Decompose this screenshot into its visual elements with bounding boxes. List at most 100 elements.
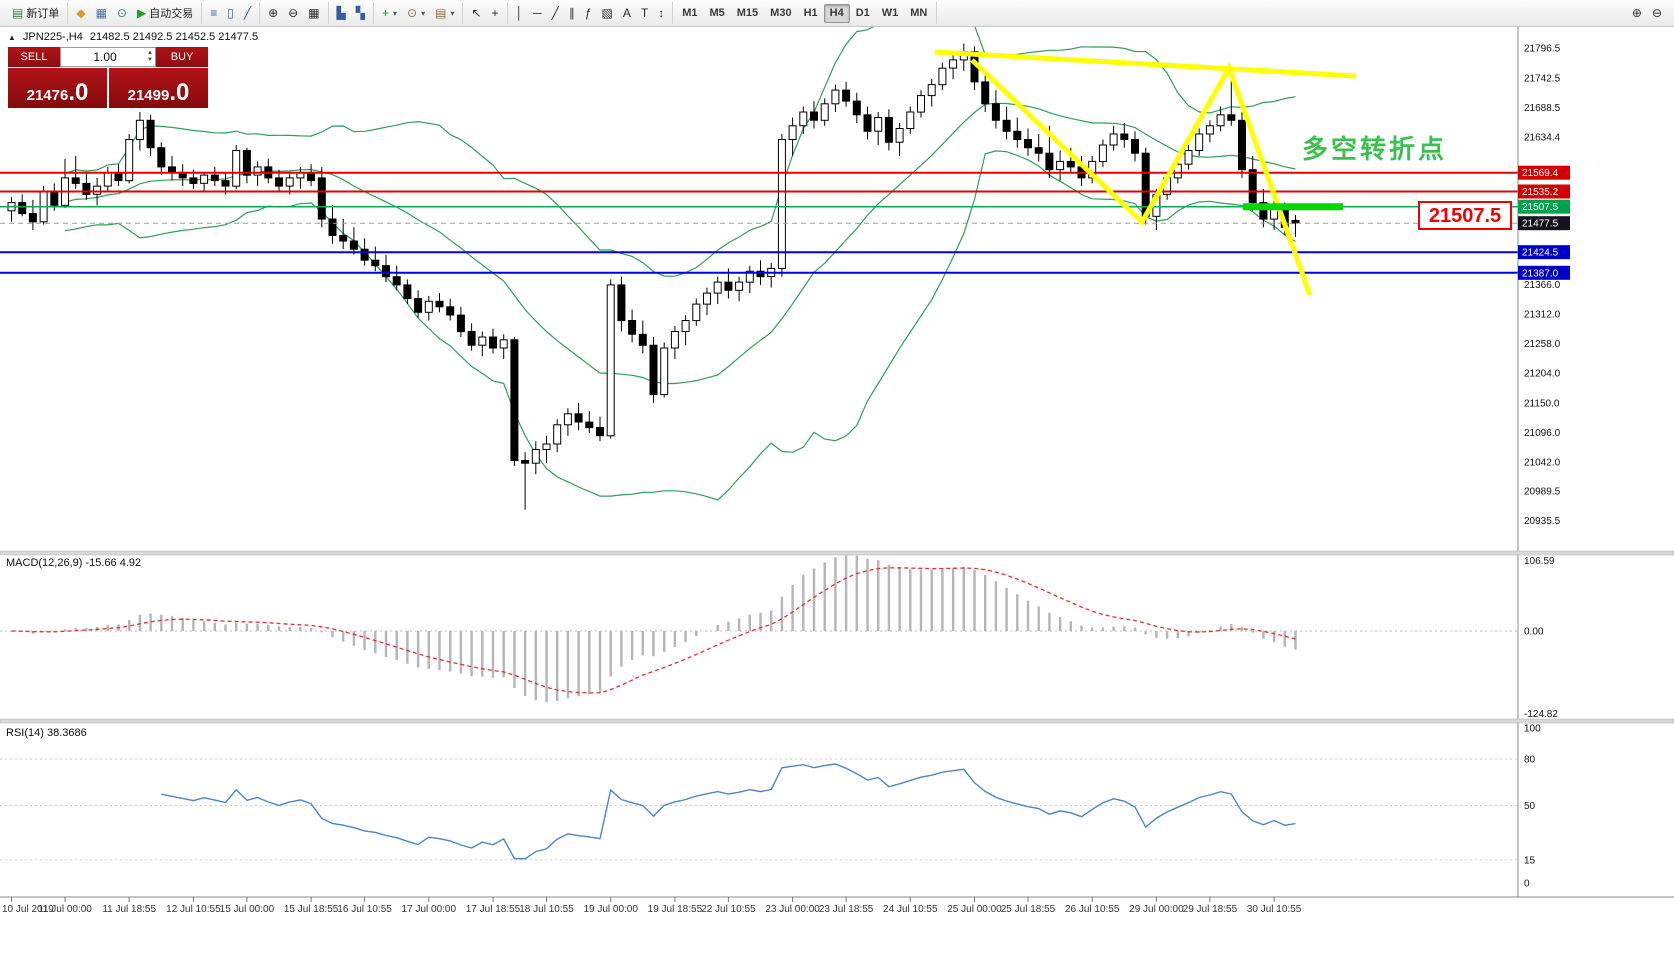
- channel-icon-glyph: ∥: [568, 6, 575, 20]
- zoom-out-icon[interactable]: ⊖: [283, 4, 303, 23]
- metaeditor-icon[interactable]: ◆: [71, 4, 90, 23]
- timeframe-d1[interactable]: D1: [850, 4, 876, 23]
- text-icon-glyph: A: [622, 6, 631, 20]
- macd-histogram-bar: [780, 596, 784, 631]
- volume-value[interactable]: 1.00: [93, 50, 117, 64]
- bollinger-upper-band: [64, 27, 1296, 277]
- volume-spinner[interactable]: ▲ ▼: [147, 50, 153, 63]
- magnifier-minus-icon[interactable]: ⊖: [1647, 4, 1667, 23]
- macd-histogram-bar: [994, 581, 998, 631]
- time-tick-label: 19 Jul 00:00: [583, 904, 638, 915]
- fibonacci-icon[interactable]: ƒ: [580, 4, 597, 23]
- macd-histogram-bar: [770, 610, 773, 631]
- rsi-pane: [0, 758, 1518, 861]
- sell-button[interactable]: SELL: [8, 47, 60, 67]
- cursor-icon[interactable]: ↖: [466, 4, 486, 23]
- periods-icon[interactable]: ⊙ ▾: [402, 4, 430, 23]
- rsi-axis-label: 15: [1524, 855, 1536, 866]
- time-tick-label: 19 Jul 18:55: [648, 904, 703, 915]
- timeframe-mn-label: MN: [910, 7, 928, 19]
- channel-icon[interactable]: ∥: [564, 4, 580, 23]
- macd-histogram-bar: [128, 619, 131, 631]
- crosshair-icon[interactable]: +: [487, 4, 504, 23]
- label-icon[interactable]: T: [636, 4, 653, 23]
- annotation-text[interactable]: 多空转折点: [1302, 134, 1447, 164]
- autotrading-button[interactable]: ▶ 自动交易: [132, 4, 198, 23]
- buy-button[interactable]: BUY: [156, 47, 208, 67]
- macd-histogram-bar: [556, 631, 559, 701]
- trendline-annotation-2[interactable]: [970, 58, 1313, 296]
- shapes-icon[interactable]: ▧: [597, 4, 618, 23]
- timeframe-mn[interactable]: MN: [904, 4, 933, 23]
- trendline-icon[interactable]: ╱: [547, 4, 564, 23]
- price-line-label: 21387.0: [1522, 268, 1559, 279]
- text-icon[interactable]: A: [618, 4, 636, 23]
- candle-bull: [735, 281, 744, 291]
- bar-chart-icon[interactable]: ≡: [205, 4, 222, 23]
- horizontal-line-icon[interactable]: ─: [528, 4, 547, 23]
- arrows-icon-glyph: ↕: [658, 6, 665, 20]
- timeframe-m30[interactable]: M30: [764, 4, 797, 23]
- candle-bear: [638, 333, 647, 346]
- vertical-line-icon[interactable]: │: [511, 4, 529, 23]
- buy-price-button[interactable]: 21499.0: [109, 68, 208, 108]
- candle-bear: [521, 460, 530, 464]
- timeframe-m5[interactable]: M5: [703, 4, 730, 23]
- oneclick-collapse-icon[interactable]: ▲: [8, 32, 16, 42]
- candle-bear: [157, 147, 166, 168]
- price-axis[interactable]: 21796.5 21742.5 21688.5 21634.4 21366.0 21312…: [1517, 27, 1570, 897]
- timeframe-h4[interactable]: H4: [823, 3, 850, 23]
- time-tick-label: 26 Jul 10:55: [1065, 904, 1120, 915]
- candle-bull: [478, 336, 487, 346]
- candle-bull: [713, 281, 722, 294]
- indicators-icon[interactable]: + ▾: [377, 4, 402, 23]
- buy-price-dec: .0: [169, 78, 190, 106]
- volume-down-icon[interactable]: ▼: [147, 57, 153, 63]
- macd-axis-label: -124.82: [1524, 709, 1558, 720]
- macd-histogram-bar: [1219, 626, 1222, 631]
- volume-field[interactable]: 1.00 ▲ ▼: [60, 47, 156, 67]
- price-callout-box[interactable]: [1418, 201, 1512, 230]
- price-tick-label: 20989.5: [1524, 486, 1561, 497]
- trendline-annotation-1[interactable]: [934, 49, 1357, 79]
- volume-up-icon[interactable]: ▲: [147, 50, 153, 57]
- pane-separator-1[interactable]: [0, 550, 1674, 556]
- new-order-button[interactable]: ▤ 新订单: [7, 4, 64, 23]
- candlestick-chart-icon[interactable]: ▯: [222, 4, 239, 23]
- line-chart-icon[interactable]: ╱: [239, 4, 256, 23]
- zoom-in-icon[interactable]: ⊕: [263, 4, 283, 23]
- macd-histogram-bar: [213, 622, 216, 631]
- sell-price-button[interactable]: 21476.0: [8, 68, 107, 108]
- timeframe-w1[interactable]: W1: [876, 4, 905, 23]
- sounds-icon[interactable]: ⊙: [112, 4, 132, 23]
- templates-icon[interactable]: ▤ ▾: [430, 4, 459, 23]
- candle-bear: [1045, 152, 1054, 171]
- timeframe-h1[interactable]: H1: [798, 4, 824, 23]
- pane-separator-2[interactable]: [0, 718, 1674, 724]
- toolbar-group: ▤ 新订单: [4, 2, 69, 24]
- macd-histogram-bar: [984, 575, 987, 631]
- candle-bear: [1120, 133, 1129, 140]
- macd-histogram-bar: [930, 569, 933, 631]
- macd-histogram-bar: [331, 631, 334, 638]
- macd-histogram-bar: [1176, 631, 1179, 639]
- time-tick-label: 25 Jul 18:55: [1001, 904, 1056, 915]
- timeframe-m1[interactable]: M1: [676, 4, 703, 23]
- arrows-icon[interactable]: ↕: [653, 4, 669, 23]
- macd-histogram-bar: [898, 567, 901, 631]
- magnifier-plus-icon[interactable]: ⊕: [1627, 4, 1647, 23]
- tile-windows-icon[interactable]: ▦: [303, 4, 324, 23]
- timeframe-m15[interactable]: M15: [731, 4, 764, 23]
- arrange-windows-icon[interactable]: ▙: [332, 4, 351, 23]
- terminal-icon[interactable]: ▦: [91, 4, 112, 23]
- price-line-label-box: [1518, 216, 1570, 231]
- cascade-windows-icon[interactable]: ▚: [351, 4, 370, 23]
- macd-histogram-bar: [42, 631, 45, 632]
- toolbar-group: ⊕ ⊖ ▦: [260, 2, 329, 24]
- macd-histogram-bar: [1091, 627, 1094, 631]
- macd-histogram-bar: [1101, 627, 1105, 631]
- candle-bear: [991, 103, 1000, 121]
- macd-histogram-bar: [1069, 621, 1072, 631]
